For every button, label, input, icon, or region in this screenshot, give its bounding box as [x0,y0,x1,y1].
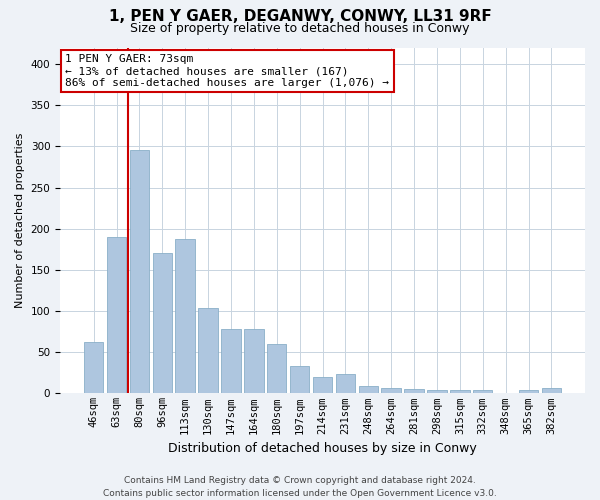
Bar [313,377,332,394]
Text: Contains HM Land Registry data © Crown copyright and database right 2024.
Contai: Contains HM Land Registry data © Crown c… [103,476,497,498]
Bar [244,329,263,394]
Bar [359,386,378,394]
Bar [290,366,310,394]
Bar [84,342,103,394]
Bar [427,390,446,394]
Bar [382,388,401,394]
Bar [130,150,149,394]
Bar [519,390,538,394]
Bar [450,390,470,394]
X-axis label: Distribution of detached houses by size in Conwy: Distribution of detached houses by size … [168,442,477,455]
Bar [473,390,493,394]
Text: 1, PEN Y GAER, DEGANWY, CONWY, LL31 9RF: 1, PEN Y GAER, DEGANWY, CONWY, LL31 9RF [109,9,491,24]
Y-axis label: Number of detached properties: Number of detached properties [15,133,25,308]
Text: 1 PEN Y GAER: 73sqm
← 13% of detached houses are smaller (167)
86% of semi-detac: 1 PEN Y GAER: 73sqm ← 13% of detached ho… [65,54,389,88]
Bar [267,344,286,394]
Bar [404,390,424,394]
Bar [496,392,515,394]
Bar [175,238,195,394]
Bar [221,329,241,394]
Bar [152,254,172,394]
Text: Size of property relative to detached houses in Conwy: Size of property relative to detached ho… [130,22,470,35]
Bar [335,374,355,394]
Bar [107,237,126,394]
Bar [199,308,218,394]
Bar [542,388,561,394]
